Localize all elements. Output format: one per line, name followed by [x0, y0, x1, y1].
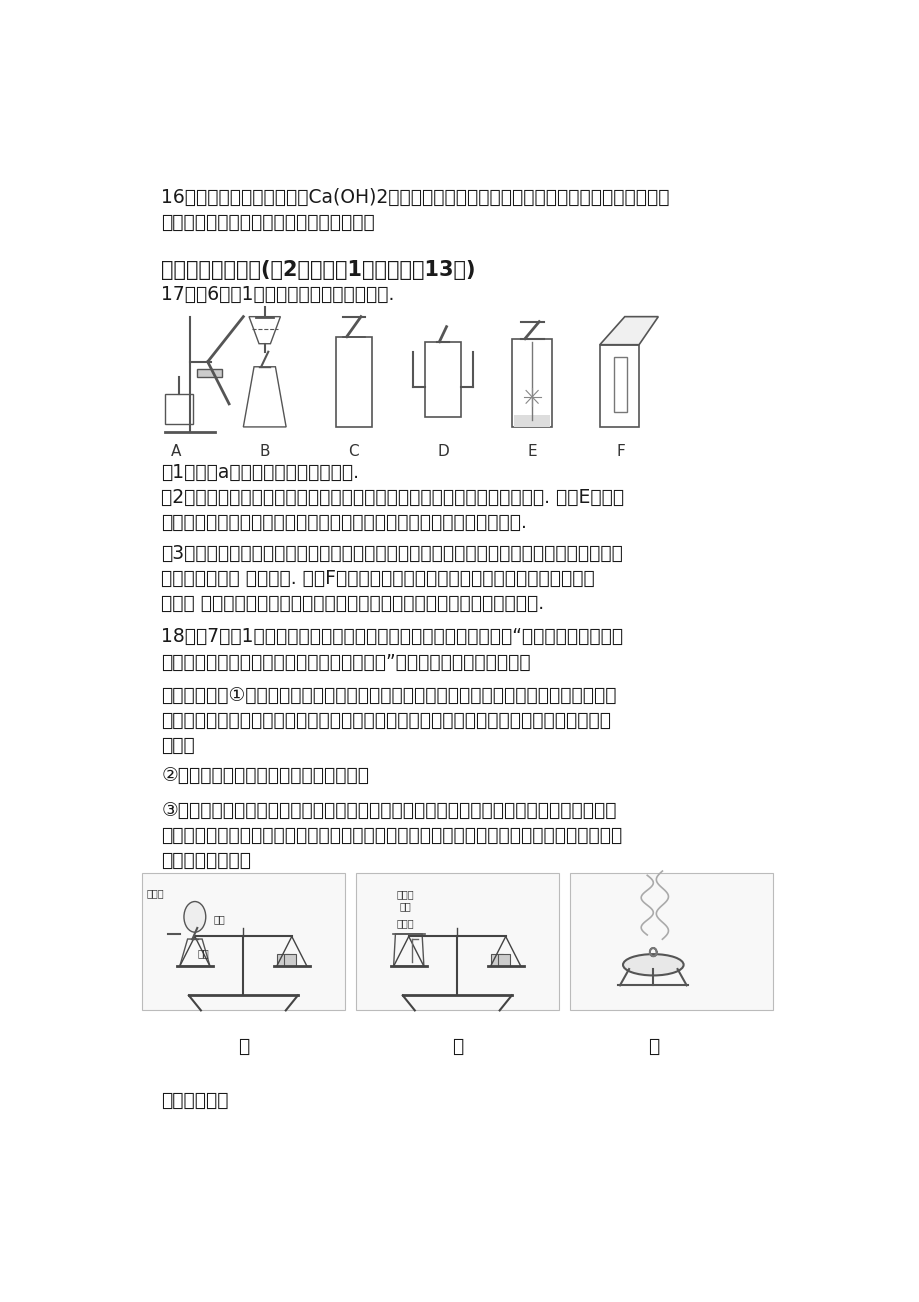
Text: 气球: 气球 — [213, 914, 224, 924]
Text: 较反应前后质量。: 较反应前后质量。 — [161, 852, 251, 870]
Text: 四、实验与探究题(割2个小题，1分／空，內13分): 四、实验与探究题(割2个小题，1分／空，內13分) — [161, 259, 475, 280]
Bar — [356, 874, 559, 1010]
Text: 17．（6分，1分／空）根据如图回答问题.: 17．（6分，1分／空）根据如图回答问题. — [161, 285, 394, 303]
Text: D: D — [437, 444, 448, 460]
Text: 学反应是否遵守质量守恒定律并分析实验条件”这一探究目的的开展活动。: 学反应是否遵守质量守恒定律并分析实验条件”这一探究目的的开展活动。 — [161, 652, 530, 672]
Text: 碳酸钓
粉末: 碳酸钓 粉末 — [396, 889, 414, 911]
Text: （1）仪器a的名称是＿＿＿＿＿＿＿.: （1）仪器a的名称是＿＿＿＿＿＿＿. — [161, 464, 359, 482]
Text: （3）实验室用大理石和稀盐酸制取二氧化碳的化学方程式为＿＿＿＿＿＿＿＿＿＿＿＿＿，: （3）实验室用大理石和稀盐酸制取二氧化碳的化学方程式为＿＿＿＿＿＿＿＿＿＿＿＿＿… — [161, 544, 622, 564]
Bar — [614, 357, 626, 411]
Polygon shape — [599, 316, 658, 345]
Bar — [425, 341, 460, 417]
Bar — [569, 874, 772, 1010]
Bar — [512, 339, 551, 427]
Text: 稀盐酸: 稀盐酸 — [396, 918, 414, 928]
Bar — [335, 337, 371, 427]
Ellipse shape — [622, 954, 683, 975]
Text: 下而上 依次息灭，说明二氧化碳具有的性质是＿＿＿＿＿＿＿＿＿＿＿＿＿.: 下而上 依次息灭，说明二氧化碳具有的性质是＿＿＿＿＿＿＿＿＿＿＿＿＿. — [161, 594, 544, 613]
Text: 【实验分析】: 【实验分析】 — [161, 1091, 229, 1109]
Text: F: F — [616, 444, 625, 460]
Bar — [514, 415, 550, 427]
Text: A: A — [170, 444, 181, 460]
Text: 丙: 丙 — [647, 1036, 658, 1056]
Text: 称量。: 称量。 — [161, 736, 195, 755]
Text: 16．澄清石灰水（主要成分Ca(OH)2）敌露在空气中久了后，表面会产生一层白色固体粉末，: 16．澄清石灰水（主要成分Ca(OH)2）敌露在空气中久了后，表面会产生一层白色… — [161, 189, 669, 207]
Circle shape — [184, 901, 206, 932]
Text: 选用的发生装置 是＿＿＿. 如图F所示，将二氧化碳倒入烧杯中，观察到燃烧的蜡烛自: 选用的发生装置 是＿＿＿. 如图F所示，将二氧化碳倒入烧杯中，观察到燃烧的蜡烛自 — [161, 569, 595, 589]
Text: 这是为什么？同时写出反应的化学方程式。: 这是为什么？同时写出反应的化学方程式。 — [161, 214, 375, 232]
Bar — [283, 953, 296, 966]
Text: C: C — [348, 444, 358, 460]
Bar — [197, 368, 221, 376]
Text: 18．（7分，1分／空）甲、乙、丙三位同学利用图中的装置，围绕“用称量的方法验证化: 18．（7分，1分／空）甲、乙、丙三位同学利用图中的装置，围绕“用称量的方法验证… — [161, 628, 623, 646]
Bar — [497, 953, 509, 966]
Bar — [277, 953, 289, 966]
Bar — [165, 393, 193, 424]
Text: 托盘天平上，观察天平是否平衡。丙同学实验结束后称量石棉网和石棉网上氧化镉的质量，比: 托盘天平上，观察天平是否平衡。丙同学实验结束后称量石棉网和石棉网上氧化镉的质量，… — [161, 825, 622, 845]
Text: （2）实验室制取氧气时，选用的收集装置是＿＿＿＿（填字母序号，下同）. 如图E所示，: （2）实验室制取氧气时，选用的收集装置是＿＿＿＿（填字母序号，下同）. 如图E所… — [161, 488, 624, 506]
Text: ②三位同学分别利用装置进行化学反应。: ②三位同学分别利用装置进行化学反应。 — [161, 766, 369, 785]
Bar — [490, 953, 502, 966]
Text: 乙: 乙 — [451, 1036, 462, 1056]
Text: 甲: 甲 — [237, 1036, 249, 1056]
Text: 铁丝与氧气反应的化学方程式为＿＿＿＿＿＿＿＿＿＿＿＿＿＿＿＿＿＿.: 铁丝与氧气反应的化学方程式为＿＿＿＿＿＿＿＿＿＿＿＿＿＿＿＿＿＿. — [161, 513, 527, 533]
Bar — [142, 874, 345, 1010]
Text: ③甲、乙同学在反应结束且甲的装置冷却后，将反应装置及装置内的物质放在反应前使用的: ③甲、乙同学在反应结束且甲的装置冷却后，将反应装置及装置内的物质放在反应前使用的 — [161, 801, 616, 820]
Text: 玻璃管: 玻璃管 — [146, 888, 165, 898]
Text: E: E — [527, 444, 537, 460]
Text: 【实验步骤】①如图所示，甲将白磷和反应装置、乙将装有稀盐酸的小试管和碳酸钓粉末的: 【实验步骤】①如图所示，甲将白磷和反应装置、乙将装有稀盐酸的小试管和碳酸钓粉末的 — [161, 686, 616, 704]
Bar — [599, 345, 639, 427]
Text: 白磷: 白磷 — [198, 949, 210, 958]
Text: B: B — [259, 444, 269, 460]
Text: 烧杯，分别放在两个托盘天平上，并用砖码使天平平衡。丙对石棉网和打磨干净的镉条进行: 烧杯，分别放在两个托盘天平上，并用砖码使天平平衡。丙对石棉网和打磨干净的镉条进行 — [161, 711, 611, 729]
